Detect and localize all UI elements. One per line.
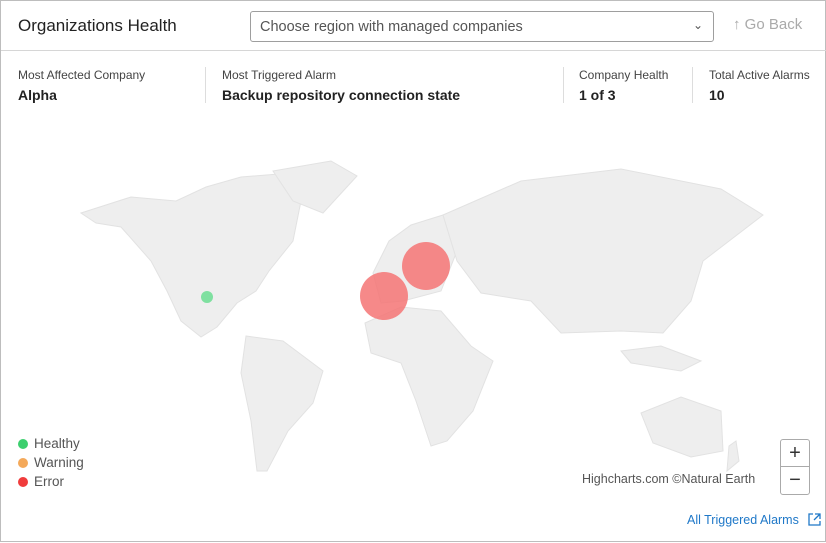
stat-most-affected-company: Most Affected Company Alpha [18, 68, 145, 103]
header: Organizations Health Choose region with … [1, 1, 826, 51]
bubble-error[interactable] [360, 272, 408, 320]
legend-item-healthy[interactable]: Healthy [18, 434, 84, 453]
legend-label: Warning [34, 455, 84, 470]
chevron-down-icon: ⌄ [692, 18, 703, 32]
legend-label: Error [34, 474, 64, 489]
south-america [240, 335, 324, 472]
zoom-out-button[interactable]: − [789, 469, 801, 491]
stat-company-health: Company Health 1 of 3 [579, 68, 668, 103]
divider [205, 67, 206, 103]
bubble-error[interactable] [402, 242, 450, 290]
legend: Healthy Warning Error [18, 434, 84, 491]
widget-title: Organizations Health [18, 16, 177, 35]
greenland [272, 160, 358, 214]
link-label: All Triggered Alarms [687, 513, 799, 527]
stat-value: 10 [709, 87, 725, 103]
stat-label: Most Triggered Alarm [222, 68, 337, 82]
legend-item-error[interactable]: Error [18, 472, 84, 491]
bubble-healthy[interactable] [201, 291, 213, 303]
legend-item-warning[interactable]: Warning [18, 453, 84, 472]
stat-label: Company Health [579, 68, 669, 82]
region-select-placeholder: Choose region with managed companies [260, 19, 523, 35]
stat-most-triggered-alarm: Most Triggered Alarm Backup repository co… [222, 68, 460, 103]
new-zealand [726, 440, 740, 473]
healthy-dot-icon [18, 438, 28, 449]
map-credits[interactable]: Highcharts.com ©Natural Earth [582, 472, 756, 486]
error-dot-icon [18, 476, 28, 487]
legend-label: Healthy [34, 436, 80, 451]
africa [364, 306, 494, 447]
stat-label: Total Active Alarms [709, 68, 810, 82]
divider [563, 67, 564, 103]
asia [442, 168, 764, 334]
arrow-up-icon: ↑ [733, 16, 741, 33]
north-america [79, 172, 302, 338]
zoom-in-button[interactable]: + [781, 440, 809, 467]
stat-label: Most Affected Company [18, 68, 146, 82]
australia [640, 396, 724, 458]
zoom-controls: + − [780, 439, 810, 495]
stat-value: Alpha [18, 87, 57, 103]
external-link-icon [808, 513, 821, 526]
stat-value: Backup repository connection state [222, 87, 461, 103]
stat-value: 1 of 3 [579, 87, 616, 103]
go-back-button[interactable]: ↑ Go Back [733, 16, 802, 33]
indonesia [620, 345, 703, 372]
divider [692, 67, 693, 103]
go-back-label: Go Back [744, 16, 803, 33]
region-select[interactable]: Choose region with managed companies ⌄ [250, 11, 714, 42]
warning-dot-icon [18, 457, 28, 468]
all-triggered-alarms-link[interactable]: All Triggered Alarms [687, 513, 821, 527]
stat-total-active-alarms: Total Active Alarms 10 [709, 68, 810, 103]
